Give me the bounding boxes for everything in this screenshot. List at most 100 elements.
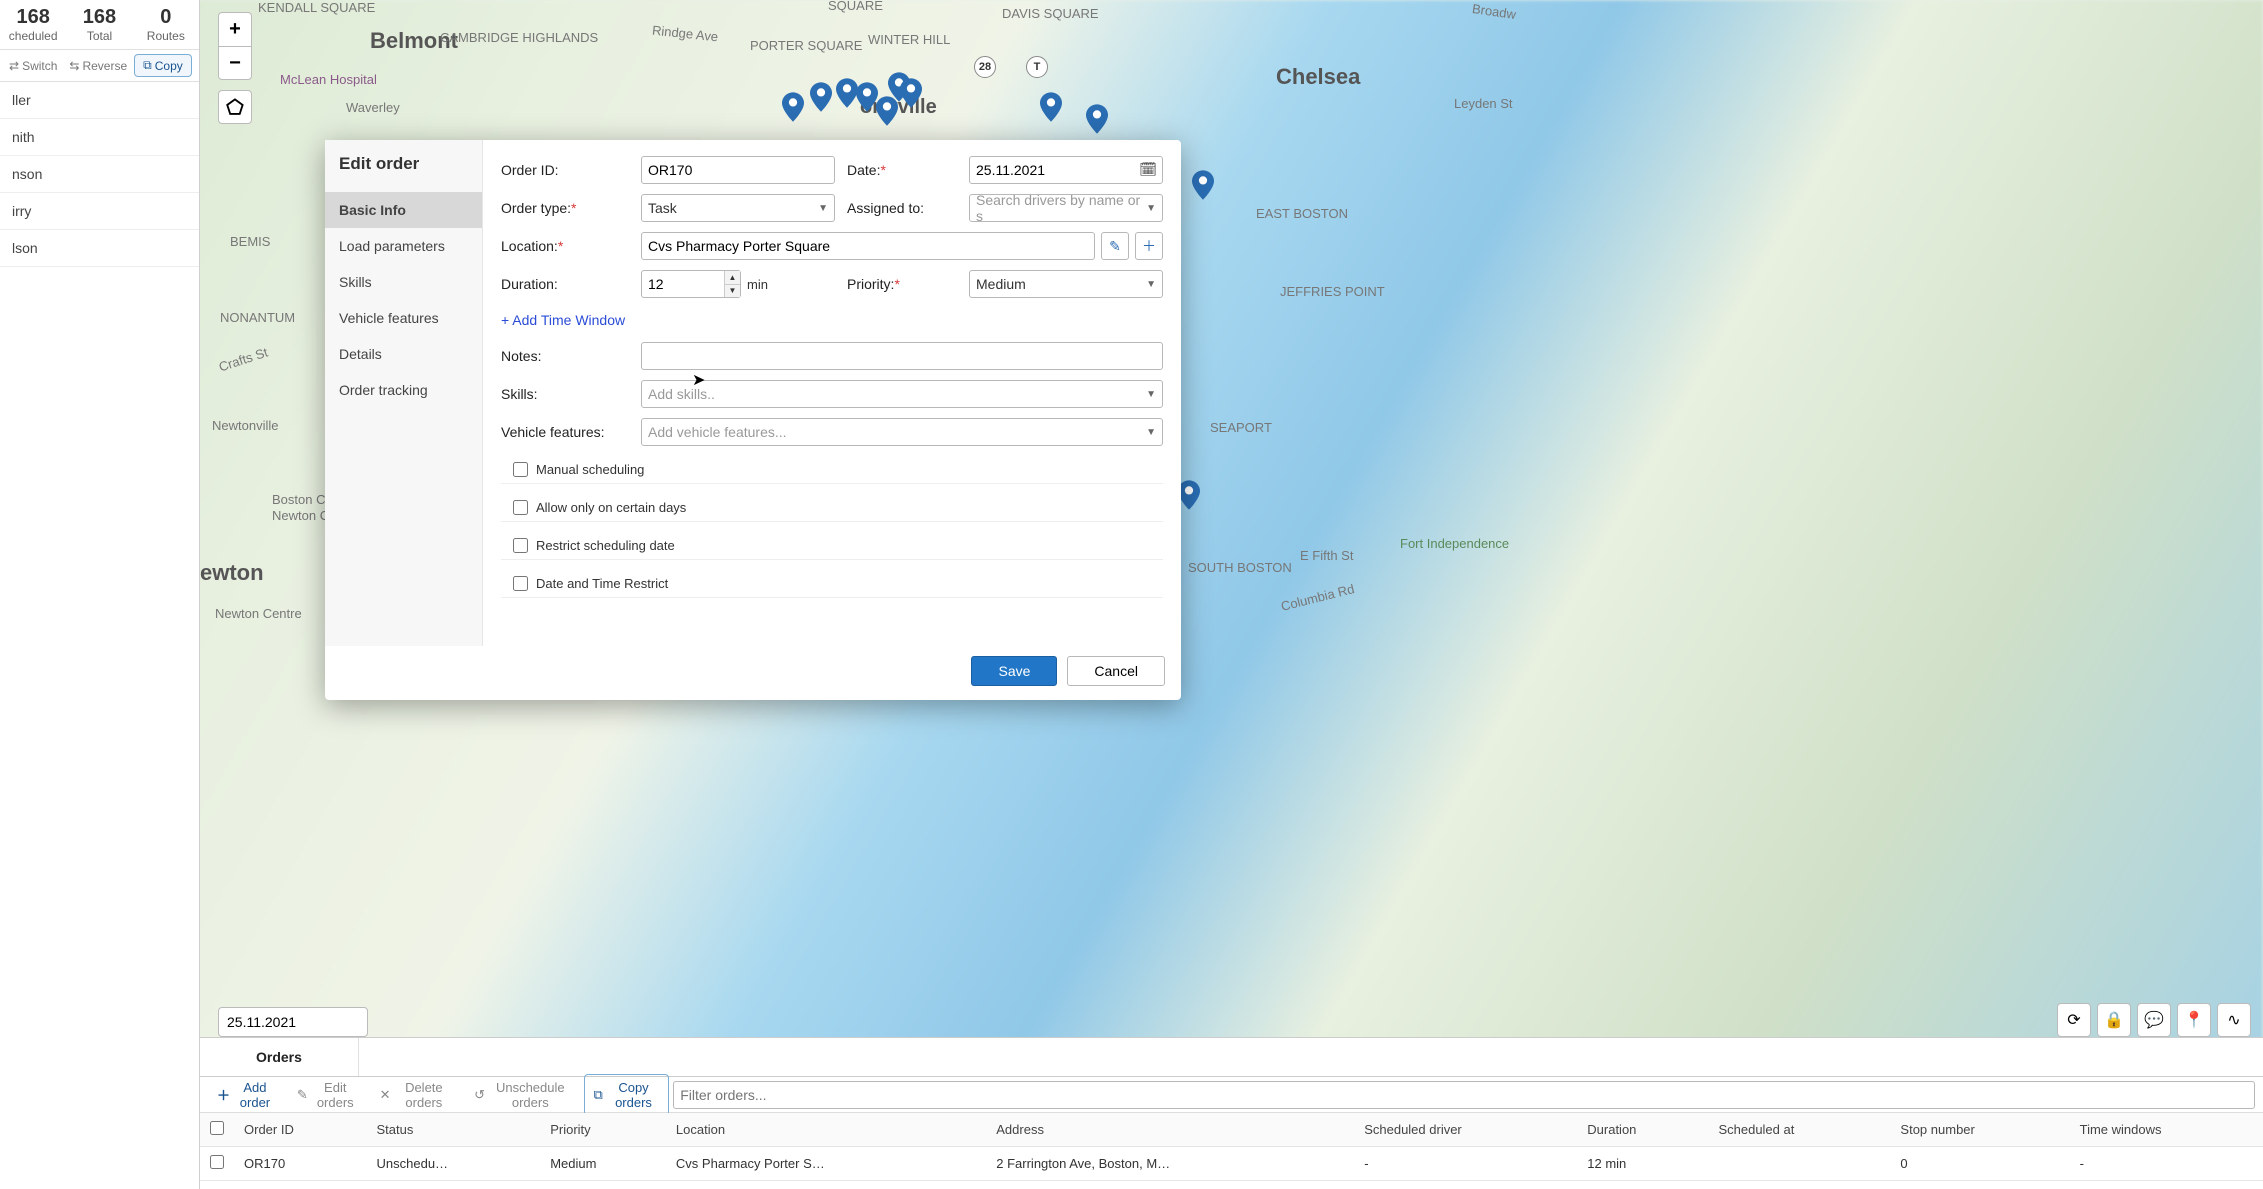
filter-orders-input[interactable] xyxy=(673,1081,2255,1109)
col-time-windows[interactable]: Time windows xyxy=(2070,1113,2263,1147)
stat-routes: 0 Routes xyxy=(133,0,199,49)
priority-select[interactable]: Medium▼ xyxy=(969,270,1163,298)
date-input[interactable] xyxy=(969,156,1163,184)
delete-orders-button[interactable]: ✕Delete orders xyxy=(371,1075,461,1115)
map-pin[interactable] xyxy=(836,78,858,108)
driver-item[interactable]: nson xyxy=(0,156,199,193)
marker-icon: 📍 xyxy=(2184,1010,2204,1030)
add-order-button[interactable]: ＋Add order xyxy=(208,1075,284,1115)
spinner-down-button[interactable]: ▼ xyxy=(724,285,740,298)
nav-details[interactable]: Details xyxy=(325,336,482,372)
driver-list[interactable]: ller nith nson irry lson xyxy=(0,82,199,1189)
spinner-up-button[interactable]: ▲ xyxy=(724,271,740,285)
unschedule-orders-button[interactable]: ↺Unschedule orders xyxy=(465,1075,579,1115)
order-type-select[interactable]: Task▼ xyxy=(641,194,835,222)
tab-orders[interactable]: Orders xyxy=(200,1038,359,1076)
col-address[interactable]: Address xyxy=(986,1113,1354,1147)
col-scheduled-driver[interactable]: Scheduled driver xyxy=(1354,1113,1577,1147)
zoom-out-button[interactable]: − xyxy=(218,46,252,80)
restrict-date-checkbox[interactable] xyxy=(513,538,528,553)
map-pin[interactable] xyxy=(810,82,832,112)
driver-item[interactable]: lson xyxy=(0,230,199,267)
lock-button[interactable]: 🔒 xyxy=(2097,1003,2131,1037)
check-label: Allow only on certain days xyxy=(536,500,686,515)
driver-item[interactable]: irry xyxy=(0,193,199,230)
driver-item[interactable]: ller xyxy=(0,82,199,119)
left-toolbar: ⇄Switch ⇆Reverse ⧉Copy xyxy=(0,50,199,82)
add-location-button[interactable]: ＋ xyxy=(1135,232,1163,260)
check-dt-restrict[interactable]: Date and Time Restrict xyxy=(501,570,1163,598)
edit-orders-button[interactable]: ✎Edit orders xyxy=(288,1075,367,1115)
cell-priority: Medium xyxy=(540,1147,666,1181)
col-stop-number[interactable]: Stop number xyxy=(1890,1113,2069,1147)
check-restrict-date[interactable]: Restrict scheduling date xyxy=(501,532,1163,560)
label-assigned-to: Assigned to: xyxy=(847,200,957,216)
marker-button[interactable]: 📍 xyxy=(2177,1003,2211,1037)
map-pin[interactable] xyxy=(900,78,922,108)
nav-skills[interactable]: Skills xyxy=(325,264,482,300)
nav-load-parameters[interactable]: Load parameters xyxy=(325,228,482,264)
orders-table-wrap: Order ID Status Priority Location Addres… xyxy=(200,1113,2263,1189)
edit-location-button[interactable]: ✎ xyxy=(1101,232,1129,260)
skills-select[interactable]: Add skills..▼ xyxy=(641,380,1163,408)
col-status[interactable]: Status xyxy=(367,1113,541,1147)
driver-item[interactable]: nith xyxy=(0,119,199,156)
col-location[interactable]: Location xyxy=(666,1113,986,1147)
copy-orders-button[interactable]: ⧉Copy orders xyxy=(584,1074,670,1116)
nav-order-tracking[interactable]: Order tracking xyxy=(325,372,482,408)
select-all-checkbox[interactable] xyxy=(210,1121,224,1135)
allow-days-checkbox[interactable] xyxy=(513,500,528,515)
label-min: min xyxy=(747,277,768,292)
cell-stop: 0 xyxy=(1890,1147,2069,1181)
map-pin[interactable] xyxy=(782,92,804,122)
stat-total: 168 Total xyxy=(66,0,132,49)
row-checkbox[interactable] xyxy=(210,1155,224,1169)
map-pin[interactable] xyxy=(1086,104,1108,134)
refresh-icon: ⟳ xyxy=(2067,1010,2080,1030)
left-panel: 168 cheduled 168 Total 0 Routes ⇄Switch … xyxy=(0,0,200,1189)
polygon-select-button[interactable]: ⬠ xyxy=(218,90,252,124)
map-date-input[interactable] xyxy=(218,1007,368,1037)
dt-restrict-checkbox[interactable] xyxy=(513,576,528,591)
cell-order-id: OR170 xyxy=(234,1147,367,1181)
col-scheduled-at[interactable]: Scheduled at xyxy=(1708,1113,1890,1147)
location-input[interactable] xyxy=(641,232,1095,260)
table-header-row: Order ID Status Priority Location Addres… xyxy=(200,1113,2263,1147)
label-location: Location:* xyxy=(501,238,629,254)
nav-basic-info[interactable]: Basic Info xyxy=(325,192,482,228)
label-order-type: Order type:* xyxy=(501,200,629,216)
calendar-icon[interactable]: 🗓 xyxy=(1139,161,1157,178)
col-order-id[interactable]: Order ID xyxy=(234,1113,367,1147)
save-button[interactable]: Save xyxy=(971,656,1057,686)
order-id-input[interactable] xyxy=(641,156,835,184)
notes-input[interactable] xyxy=(641,342,1163,370)
copy-button[interactable]: ⧉Copy xyxy=(134,54,192,77)
refresh-button[interactable]: ⟳ xyxy=(2057,1003,2091,1037)
reverse-button[interactable]: ⇆Reverse xyxy=(64,56,132,76)
manual-scheduling-checkbox[interactable] xyxy=(513,462,528,477)
copy-icon: ⧉ xyxy=(143,58,152,73)
switch-button[interactable]: ⇄Switch xyxy=(4,56,62,76)
col-priority[interactable]: Priority xyxy=(540,1113,666,1147)
map-pin[interactable] xyxy=(1192,170,1214,200)
duration-spinner: ▲ ▼ xyxy=(724,271,740,297)
map-pin[interactable] xyxy=(856,82,878,112)
zoom-in-button[interactable]: + xyxy=(218,12,252,46)
check-allow-days[interactable]: Allow only on certain days xyxy=(501,494,1163,522)
map-pin[interactable] xyxy=(1040,92,1062,122)
reverse-icon: ⇆ xyxy=(69,59,79,73)
assigned-to-select[interactable]: Search drivers by name or s▼ xyxy=(969,194,1163,222)
add-time-window-link[interactable]: + Add Time Window xyxy=(501,308,1163,332)
cancel-button[interactable]: Cancel xyxy=(1067,656,1165,686)
nav-vehicle-features[interactable]: Vehicle features xyxy=(325,300,482,336)
map-label-porter: PORTER SQUARE xyxy=(750,38,862,53)
vehicle-features-select[interactable]: Add vehicle features...▼ xyxy=(641,418,1163,446)
table-row[interactable]: OR170 Unschedu… Medium Cvs Pharmacy Port… xyxy=(200,1147,2263,1181)
edit-order-modal: Edit order Basic Info Load parameters Sk… xyxy=(325,140,1181,700)
col-duration[interactable]: Duration xyxy=(1577,1113,1708,1147)
lock-icon: 🔒 xyxy=(2104,1010,2124,1030)
check-manual-scheduling[interactable]: Manual scheduling xyxy=(501,456,1163,484)
map-pin[interactable] xyxy=(1178,480,1200,510)
route-button[interactable]: ∿ xyxy=(2217,1003,2251,1037)
comment-button[interactable]: 💬 xyxy=(2137,1003,2171,1037)
